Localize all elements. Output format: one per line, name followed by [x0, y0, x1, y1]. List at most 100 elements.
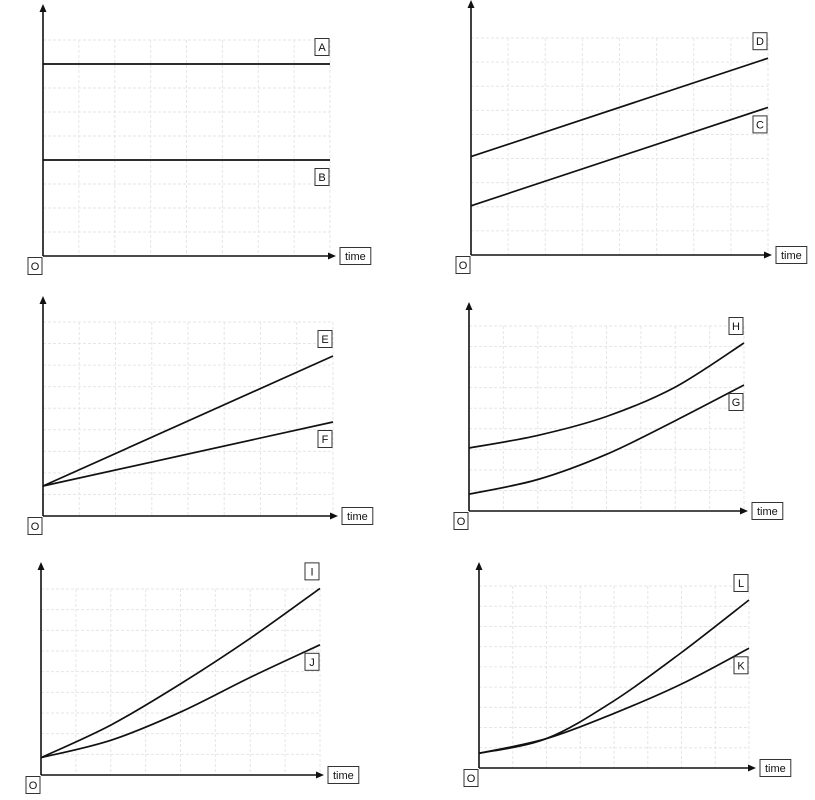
- series-label-L-box: [733, 574, 749, 592]
- x-axis-label-text: time: [333, 770, 354, 782]
- origin-label: O: [453, 512, 469, 530]
- series-line-H: [468, 342, 745, 449]
- y-axis-arrow-icon: [37, 562, 45, 570]
- series-label-E: E: [317, 330, 333, 348]
- series-label-C: C: [752, 115, 768, 134]
- origin-label: O: [27, 517, 43, 535]
- origin-label: O: [25, 776, 41, 794]
- series-line-F: [42, 421, 334, 487]
- x-axis-label-box: [751, 502, 784, 520]
- series-line-I: [40, 587, 321, 759]
- origin-label: O: [27, 257, 43, 275]
- y-axis-arrow-icon: [465, 302, 473, 310]
- x-axis-label: time: [327, 766, 360, 784]
- series-label-A-box: [314, 38, 330, 56]
- series-label-D-text: D: [756, 36, 764, 48]
- grid-6: [479, 585, 750, 768]
- series-line-J: [40, 644, 321, 759]
- series-label-J-text: J: [309, 657, 315, 669]
- series-label-K: K: [733, 656, 749, 675]
- x-axis-arrow-icon: [740, 507, 748, 515]
- x-axis-label: time: [341, 507, 374, 525]
- series-label-C-text: C: [756, 119, 764, 131]
- series-label-F: F: [317, 430, 333, 448]
- series-label-B-box: [314, 168, 330, 186]
- series-label-K-box: [733, 656, 749, 675]
- origin-label-box: [453, 512, 469, 530]
- x-axis-label: time: [751, 502, 784, 520]
- origin-label-box: [27, 257, 43, 275]
- series-label-B: B: [314, 168, 330, 186]
- series-label-A: A: [314, 38, 330, 56]
- y-axis-arrow-icon: [39, 296, 47, 304]
- series-label-D: D: [752, 32, 768, 51]
- series-label-H: H: [728, 317, 744, 335]
- x-axis-label-box: [341, 507, 374, 525]
- x-axis-arrow-icon: [328, 252, 336, 260]
- x-axis-label-box: [339, 247, 372, 265]
- origin-label-text: O: [31, 261, 40, 273]
- series-label-D-box: [752, 32, 768, 51]
- origin-label-text: O: [459, 260, 468, 272]
- grid-1: [43, 39, 331, 256]
- series-label-L-text: L: [738, 578, 744, 590]
- series-label-J-box: [304, 652, 320, 671]
- series-line-K: [478, 647, 750, 755]
- origin-label-box: [27, 517, 43, 535]
- series-label-A-text: A: [318, 42, 326, 54]
- x-axis-label: time: [775, 246, 808, 264]
- x-axis-arrow-icon: [748, 764, 756, 772]
- x-axis-label: time: [339, 247, 372, 265]
- x-axis-label: time: [759, 759, 792, 777]
- grid-5: [41, 588, 321, 775]
- x-axis-label-text: time: [757, 506, 778, 518]
- y-axis-arrow-icon: [39, 4, 47, 12]
- series-label-B-text: B: [318, 172, 325, 184]
- grid-3: [43, 321, 334, 516]
- x-axis-label-box: [775, 246, 808, 264]
- x-axis-label-text: time: [765, 763, 786, 775]
- series-label-G-text: G: [732, 397, 741, 409]
- series-label-E-text: E: [321, 334, 328, 346]
- series-label-G: G: [728, 393, 744, 411]
- series-label-L: L: [733, 574, 749, 592]
- series-label-H-box: [728, 317, 744, 335]
- x-axis-arrow-icon: [330, 512, 338, 520]
- origin-label: O: [455, 256, 471, 274]
- series-label-F-text: F: [322, 434, 329, 446]
- y-axis-arrow-icon: [475, 562, 483, 570]
- origin-label-text: O: [29, 780, 38, 792]
- series-label-F-box: [317, 430, 333, 448]
- series-line-E: [42, 355, 334, 487]
- series-label-K-text: K: [737, 660, 745, 672]
- x-axis-label-box: [327, 766, 360, 784]
- origin-label-text: O: [31, 521, 40, 533]
- origin-label-box: [25, 776, 41, 794]
- series-line-L: [478, 599, 750, 755]
- series-label-I-box: [304, 562, 320, 581]
- series-label-H-text: H: [732, 321, 740, 333]
- series-label-G-box: [728, 393, 744, 411]
- x-axis-label-text: time: [781, 250, 802, 262]
- series-line-C: [470, 106, 769, 207]
- origin-label-box: [463, 769, 479, 787]
- y-axis-arrow-icon: [467, 0, 475, 8]
- x-axis-label-text: time: [345, 251, 366, 263]
- series-line-D: [470, 57, 769, 158]
- series-label-E-box: [317, 330, 333, 348]
- series-label-C-box: [752, 115, 768, 134]
- origin-label-text: O: [467, 773, 476, 785]
- series-label-J: J: [304, 652, 320, 671]
- grid-2: [471, 37, 769, 255]
- x-axis-arrow-icon: [316, 771, 324, 779]
- x-axis-label-box: [759, 759, 792, 777]
- x-axis-arrow-icon: [764, 251, 772, 259]
- origin-label-text: O: [457, 516, 466, 528]
